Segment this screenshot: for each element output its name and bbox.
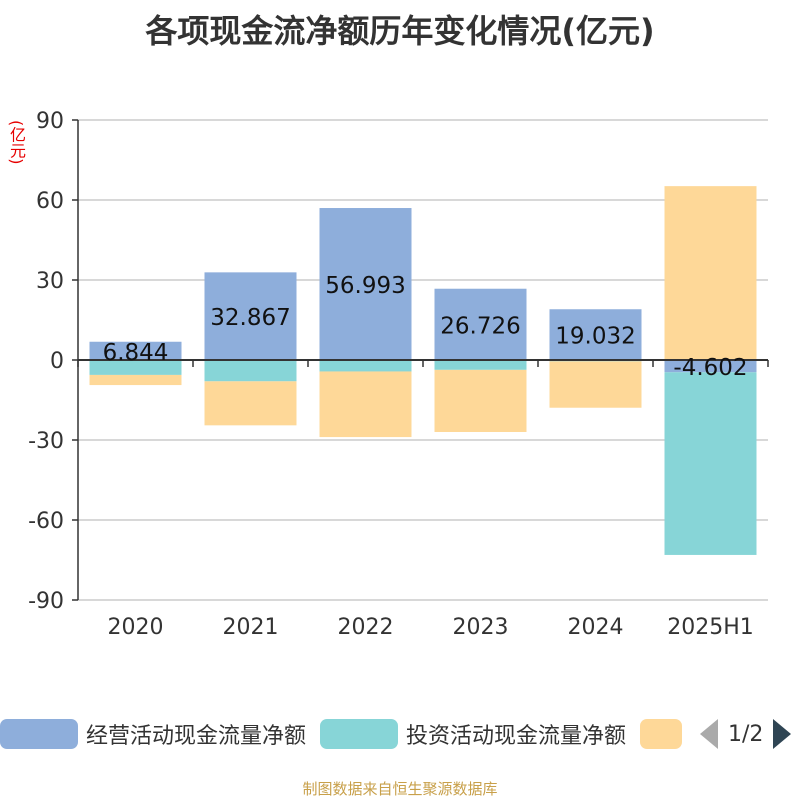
legend-label-operating: 经营活动现金流量净额: [86, 724, 307, 749]
legend: 经营活动现金流量净额 投资活动现金流量净额 1/2: [0, 716, 800, 752]
bar-2023-series-0: [434, 288, 527, 360]
data-label: 6.844: [103, 340, 169, 366]
bar-2021-series-2: [204, 381, 297, 426]
x-tick-label: 2020: [108, 615, 164, 640]
y-tick-label: -90: [28, 589, 64, 614]
y-tick-label: -30: [28, 429, 64, 454]
data-label: 56.993: [325, 273, 405, 299]
legend-swatch-financing: [640, 719, 682, 749]
y-axis-unit-label: (亿元): [7, 120, 26, 165]
legend-item-operating[interactable]: 经营活动现金流量净额: [0, 716, 306, 752]
bar-2022-series-1: [319, 360, 412, 372]
legend-item-investing[interactable]: 投资活动现金流量净额: [320, 716, 626, 752]
chart-title: 各项现金流净额历年变化情况(亿元): [145, 12, 655, 50]
legend-swatch-operating: [0, 719, 78, 749]
x-tick-label: 2022: [338, 615, 394, 640]
legend-page-indicator: 1/2: [728, 721, 764, 747]
x-tick-label: 2021: [223, 615, 279, 640]
cash-flow-chart: 90 60 30 0 -30 -60 -90 2020 2021 2022 2023 2024 2025…: [28, 109, 769, 640]
data-label: 32.867: [210, 305, 290, 331]
bar-2023-series-1: [434, 360, 527, 370]
axes: 90 60 30 0 -30 -60 -90 2020 2021 2022 2023 2024 2025…: [28, 109, 769, 640]
legend-label-investing: 投资活动现金流量净额: [406, 724, 627, 749]
legend-swatch-investing: [320, 719, 398, 749]
bar-2020-series-0: [89, 341, 182, 360]
chevron-right-icon[interactable]: [773, 719, 792, 749]
chevron-left-icon[interactable]: [700, 719, 718, 749]
y-tick-label: 0: [50, 349, 64, 374]
data-labels: 6.844 32.867 56.993 26.726 19.032 -4.602: [103, 273, 748, 381]
bar-2020-series-2: [89, 374, 182, 386]
bar-2022-series-0: [319, 208, 412, 360]
bar-2020-series-1: [89, 360, 182, 375]
bar-2024-series-0: [549, 309, 642, 360]
x-tick-label: 2023: [453, 615, 509, 640]
bar-2021-series-0: [204, 272, 297, 360]
data-label: 26.726: [440, 313, 520, 339]
y-tick-label: 90: [36, 109, 64, 134]
bar-2025H1-series-1: [664, 372, 757, 555]
bar-2025H1-series-2: [664, 186, 757, 360]
bar-2023-series-2: [434, 369, 527, 432]
data-label: 19.032: [555, 324, 635, 350]
y-tick-label: 30: [36, 269, 64, 294]
x-tick-label: 2024: [568, 615, 624, 640]
bars: [89, 186, 757, 555]
y-tick-label: -60: [28, 509, 64, 534]
data-label: -4.602: [673, 355, 747, 381]
bar-2025H1-series-0: [664, 360, 757, 373]
legend-pager: 1/2: [700, 716, 792, 752]
y-tick-label: 60: [36, 189, 64, 214]
data-source-note: 制图数据来自恒生聚源数据库: [302, 780, 498, 798]
grid-lines: [78, 119, 768, 601]
bar-2021-series-1: [204, 360, 297, 382]
bar-2022-series-2: [319, 371, 412, 438]
legend-item-financing[interactable]: [640, 716, 690, 752]
x-tick-label: 2025H1: [667, 615, 754, 640]
bar-2024-series-2: [549, 361, 642, 408]
